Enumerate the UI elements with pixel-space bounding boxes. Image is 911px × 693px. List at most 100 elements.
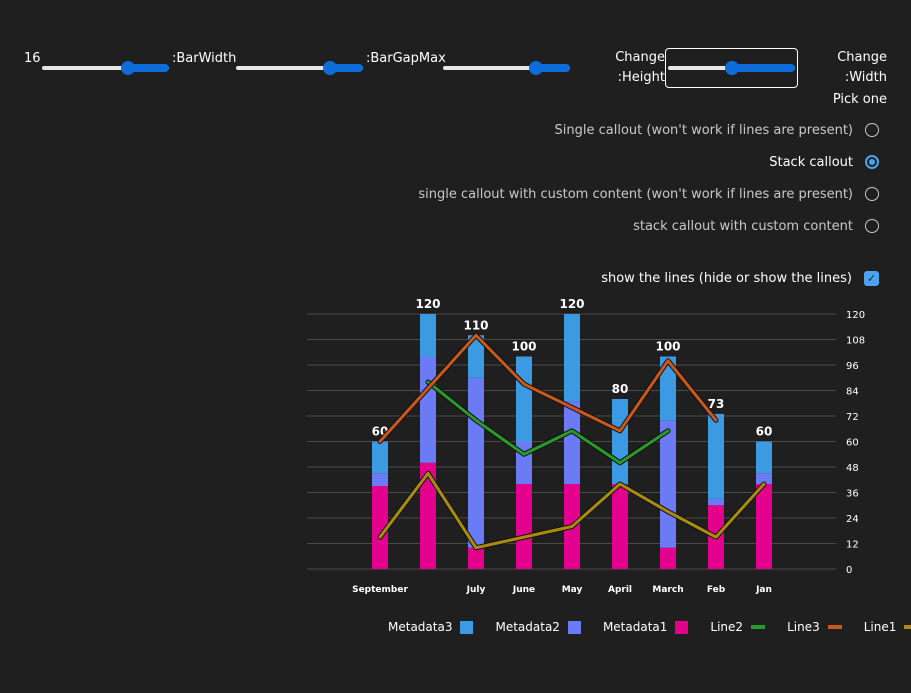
slider-thumb[interactable] — [529, 61, 543, 75]
y-tick-label: 60 — [846, 438, 859, 449]
bar-segment-metadata1 — [756, 484, 772, 569]
bar-segment-metadata2 — [468, 377, 484, 548]
x-tick-label: July — [466, 585, 486, 595]
bar-segment-metadata3 — [756, 441, 772, 474]
bar-total-label: 100 — [655, 340, 680, 354]
radio-circle[interactable] — [865, 155, 879, 169]
y-tick-label: 72 — [846, 412, 859, 423]
legend-item-metadata1[interactable]: Metadata1 — [602, 620, 689, 634]
x-tick-label: March — [652, 585, 683, 595]
bar-segment-metadata3 — [708, 413, 724, 499]
show-lines-checkbox[interactable]: ✓ — [864, 270, 879, 286]
change-height-slider[interactable] — [443, 58, 570, 78]
slider-thumb[interactable] — [121, 61, 135, 75]
radio-stack-callout[interactable]: Stack callout — [769, 152, 879, 172]
series-line-line2 — [426, 380, 670, 465]
bar-segment-metadata2 — [372, 473, 388, 487]
radio-label: stack callout with custom content — [633, 218, 853, 234]
bar-total-label: 110 — [463, 318, 488, 332]
bar-width-label: :BarWidth — [172, 51, 237, 66]
legend-item-line3[interactable]: Line3 — [787, 620, 842, 634]
change-width-focus-ring — [665, 48, 798, 88]
legend-item-metadata3[interactable]: Metadata3 — [388, 620, 474, 634]
y-tick-label: 120 — [846, 310, 865, 321]
bar-segment-metadata1 — [660, 547, 676, 569]
bar-segment-metadata2 — [756, 473, 772, 484]
series-line-line1 — [378, 471, 766, 550]
bar-total-label: 73 — [708, 397, 725, 411]
legend-item-line1[interactable]: Line1 — [864, 620, 911, 634]
x-tick-label: September — [352, 585, 408, 595]
x-tick-label: Feb — [707, 585, 726, 595]
legend-swatch — [460, 620, 474, 634]
show-lines-label: show the lines (hide or show the lines) — [601, 270, 852, 286]
bar-segment-metadata1 — [516, 484, 532, 569]
y-tick-label: 96 — [846, 361, 859, 372]
slider-thumb[interactable] — [323, 61, 337, 75]
bar-total-label: 100 — [511, 340, 536, 354]
x-tick-label: April — [608, 585, 632, 595]
slider-track — [236, 66, 363, 70]
bar-segment-metadata1 — [468, 547, 484, 569]
slider-thumb[interactable] — [725, 61, 739, 75]
bar-segment-metadata3 — [564, 314, 580, 402]
radio-stack-callout-custom[interactable]: stack callout with custom content — [633, 216, 879, 236]
bar-total-label: 120 — [415, 297, 440, 311]
bar-total-label: 120 — [559, 297, 584, 311]
bar-segment-metadata3 — [420, 314, 436, 357]
legend-swatch — [827, 625, 842, 629]
legend-label: Line2 — [710, 620, 744, 634]
chart-legend: Metadata3 Metadata2 Metadata1 Line2 Line3 Lin… — [388, 620, 911, 634]
bar-width-value: 16 — [24, 51, 41, 66]
bar-segment-metadata3 — [516, 356, 532, 442]
show-lines-toggle[interactable]: show the lines (hide or show the lines) … — [601, 268, 879, 288]
change-width-label-line1: Change — [837, 50, 887, 65]
radio-circle[interactable] — [865, 123, 879, 137]
radio-label: Single callout (won't work if lines are … — [554, 122, 853, 138]
bar-segment-metadata3 — [372, 441, 388, 474]
legend-swatch — [675, 620, 689, 634]
slider-track — [443, 66, 570, 70]
y-tick-label: 108 — [846, 336, 865, 347]
bar-segment-metadata2 — [420, 356, 436, 463]
change-height-label-line2: :Height — [617, 70, 665, 85]
legend-swatch — [751, 625, 766, 629]
legend-label: Metadata1 — [602, 620, 668, 634]
slider-fill — [128, 64, 169, 72]
bar-segment-metadata1 — [612, 484, 628, 569]
bar-segment-metadata1 — [372, 486, 388, 569]
slider-fill — [330, 64, 363, 72]
legend-swatch — [904, 625, 911, 629]
bar-segment-metadata1 — [420, 462, 436, 569]
radio-single-callout-custom[interactable]: single callout with custom content (won'… — [418, 184, 879, 204]
bar-gap-max-slider[interactable] — [236, 58, 363, 78]
y-tick-label: 48 — [846, 463, 859, 474]
slider-fill — [536, 64, 570, 72]
y-tick-label: 84 — [846, 387, 859, 398]
legend-item-metadata2[interactable]: Metadata2 — [495, 620, 581, 634]
bar-segment-metadata3 — [660, 356, 676, 421]
radio-circle[interactable] — [865, 219, 879, 233]
x-tick-label: June — [512, 585, 535, 595]
radio-label: Stack callout — [769, 154, 853, 170]
bar-total-label: 80 — [612, 382, 629, 396]
change-height-label-line1: Change — [615, 50, 665, 65]
bar-width-slider[interactable] — [42, 58, 169, 78]
checkmark-icon: ✓ — [866, 271, 877, 285]
slider-fill — [732, 64, 795, 72]
bar-total-label: 60 — [756, 425, 773, 439]
slider-track — [42, 66, 169, 70]
bar-segment-metadata2 — [564, 401, 580, 484]
bar-segment-metadata3 — [612, 399, 628, 484]
legend-label: Metadata2 — [495, 620, 560, 634]
radio-single-callout[interactable]: Single callout (won't work if lines are … — [555, 120, 879, 140]
x-tick-label: Jan — [755, 585, 772, 595]
legend-item-line2[interactable]: Line2 — [710, 620, 766, 634]
radio-circle[interactable] — [865, 187, 879, 201]
change-width-slider[interactable] — [668, 58, 795, 78]
change-width-label-line2: :Width — [844, 70, 887, 85]
bar-segment-metadata2 — [708, 498, 724, 506]
y-tick-label: 24 — [846, 514, 859, 525]
y-tick-label: 12 — [846, 540, 859, 551]
